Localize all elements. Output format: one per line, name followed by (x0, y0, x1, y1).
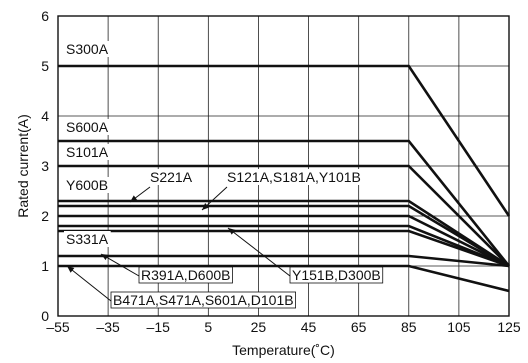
y-tick-label: 2 (41, 208, 49, 224)
annotation-bg (64, 41, 111, 57)
leader-line (100, 253, 140, 277)
annotation-bg (110, 291, 296, 309)
x-tick-label: 105 (447, 319, 471, 335)
leader-arrowhead (130, 195, 138, 202)
annotation-bg (138, 266, 233, 284)
series-line-s331a (58, 229, 510, 268)
annotation-y600b: Y600B (64, 177, 111, 193)
x-axis-label: Temperature(˚C) (232, 342, 335, 358)
x-tick-label: 25 (251, 319, 267, 335)
y-tick-label: 0 (41, 308, 49, 324)
y-tick-label: 5 (41, 58, 49, 74)
annotation-s121a-s181a-y101b: S121A,S181A,Y101B (201, 169, 363, 211)
series-line-s121a-s181a-y101b (58, 214, 510, 268)
annotation-label: Y151B,D300B (292, 267, 381, 283)
x-tick-label: –15 (147, 319, 171, 335)
annotation-label: S600A (66, 119, 109, 135)
annotation-bg (64, 231, 111, 247)
leader-line (227, 227, 291, 277)
x-tick-label: 5 (204, 319, 212, 335)
annotation-s221a: S221A (129, 169, 195, 203)
series-lines (58, 64, 511, 293)
y-tick-label: 6 (41, 8, 49, 24)
annotation-bg (64, 119, 111, 135)
leader-line (66, 265, 112, 302)
series-line-y151b-d300b (58, 224, 510, 268)
series-line-b471a-s471a-s601a-d101b (58, 264, 510, 293)
annotation-s600a: S600A (64, 119, 111, 135)
annotation-bg (64, 177, 111, 193)
series-line-s600a (58, 139, 511, 267)
annotation-y151b-d300b: Y151B,D300B (227, 227, 384, 284)
leader-arrowhead (101, 254, 109, 261)
annotation-label: S300A (66, 41, 109, 57)
annotation-label: S101A (66, 144, 109, 160)
annotation-label: R391A,D600B (141, 267, 231, 283)
annotation-label: S121A,S181A,Y101B (227, 169, 361, 185)
annotations: S300A S600A S101A Y600B S221A S121A,S181A,Y10… (64, 41, 384, 309)
annotation-label: Y600B (66, 177, 108, 193)
x-tick-label: –35 (96, 319, 120, 335)
y-tick-label: 4 (41, 108, 49, 124)
annotation-s101a: S101A (64, 144, 111, 160)
annotation-bg (289, 266, 384, 284)
series-line-s300a (58, 64, 511, 217)
x-tick-label: 45 (301, 319, 317, 335)
y-tick-label: 3 (41, 158, 49, 174)
leader-arrowhead (228, 228, 236, 235)
x-tick-label: 125 (497, 319, 521, 335)
annotation-bg (225, 169, 363, 185)
annotation-label: B471A,S471A,S601A,D101B (113, 292, 294, 308)
annotation-b471a-s471a-s601a-d101b: B471A,S471A,S601A,D101B (66, 265, 296, 309)
x-tick-label: 65 (351, 319, 367, 335)
x-tick-label: –55 (46, 319, 70, 335)
plot-border (57, 15, 510, 317)
x-tick-label: 85 (401, 319, 417, 335)
series-line-s221a (58, 204, 510, 268)
series-line-y600b (58, 199, 510, 268)
y-tick-label: 1 (41, 258, 49, 274)
leader-arrowhead (67, 266, 75, 273)
annotation-s331a: S331A (64, 231, 111, 247)
leader-arrowhead (202, 203, 210, 210)
plot-frame (57, 15, 510, 317)
annotation-bg (148, 169, 195, 185)
annotation-s300a: S300A (64, 41, 111, 57)
series-line-s101a (58, 164, 510, 267)
annotation-bg (64, 144, 111, 160)
annotation-label: S331A (66, 231, 109, 247)
annotation-r391a-d600b: R391A,D600B (100, 253, 233, 284)
annotation-label: S221A (150, 169, 193, 185)
y-axis-label: Rated current(A) (15, 114, 31, 217)
series-line-r391a-d600b (58, 254, 510, 268)
